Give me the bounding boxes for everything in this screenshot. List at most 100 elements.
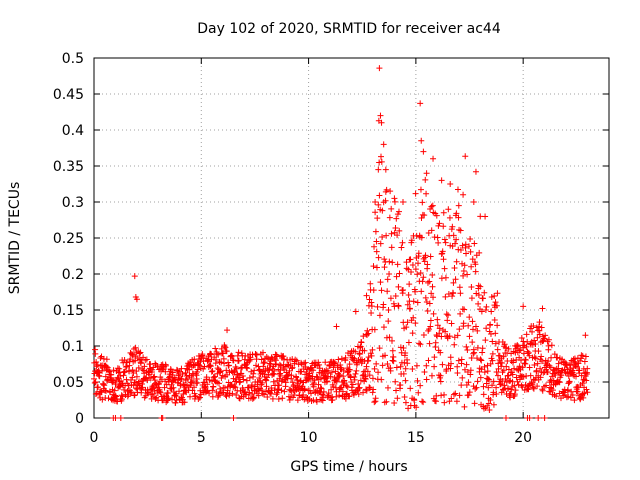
data-point [112, 393, 119, 400]
data-point [505, 345, 512, 352]
data-point [95, 384, 102, 391]
data-point [426, 300, 433, 307]
data-point [261, 391, 268, 398]
data-point [212, 345, 219, 352]
data-point [466, 333, 473, 340]
data-point [225, 362, 232, 369]
data-point [458, 382, 465, 389]
data-point [362, 386, 369, 393]
data-point [121, 386, 128, 393]
data-point [510, 357, 517, 364]
data-point [463, 361, 470, 368]
data-point [249, 391, 256, 398]
data-point [574, 388, 581, 395]
data-point [466, 314, 473, 321]
data-point [431, 354, 438, 361]
data-point [131, 273, 138, 280]
data-point [170, 384, 177, 391]
data-point [355, 381, 362, 388]
data-point [92, 378, 99, 385]
data-point [518, 382, 525, 389]
data-point [440, 223, 447, 230]
data-point [556, 379, 563, 386]
data-point [419, 199, 426, 206]
data-point [402, 365, 409, 372]
data-point [489, 350, 496, 357]
data-point [549, 387, 556, 394]
data-point [414, 377, 421, 384]
data-point [395, 302, 402, 309]
data-point [458, 356, 465, 363]
data-point [548, 354, 555, 361]
data-point [580, 376, 587, 383]
data-point [365, 330, 372, 337]
data-point [356, 384, 363, 391]
data-point [490, 378, 497, 385]
data-point [405, 405, 412, 412]
y-tick-label: 0.3 [62, 195, 84, 211]
data-point [526, 352, 533, 359]
data-point [316, 365, 323, 372]
data-point [179, 371, 186, 378]
data-point [467, 371, 474, 378]
data-point [373, 360, 380, 367]
data-point [470, 326, 477, 333]
data-point [182, 369, 189, 376]
data-point [327, 373, 334, 380]
data-point [417, 100, 424, 107]
data-point [472, 168, 479, 175]
data-point [217, 385, 224, 392]
data-point [339, 388, 346, 395]
data-point [418, 288, 425, 295]
data-point [579, 352, 586, 359]
data-point [393, 215, 400, 222]
data-point [150, 374, 157, 381]
data-point [522, 360, 529, 367]
y-tick-label: 0.15 [53, 303, 84, 319]
data-point [370, 263, 377, 270]
data-point [239, 373, 246, 380]
data-point [387, 367, 394, 374]
data-point [271, 367, 278, 374]
data-point [336, 392, 343, 399]
data-point [132, 353, 139, 360]
data-point [385, 318, 392, 325]
data-point [417, 186, 424, 193]
data-point [460, 191, 467, 198]
data-point [146, 371, 153, 378]
data-point [420, 331, 427, 338]
data-point [511, 382, 518, 389]
y-tick-label: 0.35 [53, 159, 84, 175]
x-tick-label: 0 [90, 430, 99, 446]
data-point [520, 303, 527, 310]
data-point [375, 166, 382, 173]
data-point [578, 352, 585, 359]
data-point [478, 357, 485, 364]
data-point [430, 294, 437, 301]
data-point [363, 363, 370, 370]
data-point [498, 363, 505, 370]
data-point [405, 339, 412, 346]
data-point [423, 299, 430, 306]
data-point [538, 353, 545, 360]
data-point [573, 373, 580, 380]
data-point [372, 199, 379, 205]
data-point [231, 383, 238, 390]
data-point [539, 387, 546, 394]
data-point [389, 347, 396, 354]
data-point [268, 390, 275, 397]
data-point [373, 264, 380, 271]
data-point [294, 397, 301, 404]
data-point [263, 377, 270, 384]
data-point [461, 306, 468, 313]
data-point [317, 375, 324, 382]
data-point [439, 361, 446, 368]
data-point [188, 374, 195, 381]
data-point [178, 375, 185, 382]
data-point [322, 359, 329, 366]
data-point [325, 370, 332, 377]
data-point [237, 378, 244, 385]
data-point [526, 415, 533, 421]
data-point [343, 382, 350, 389]
data-point [479, 295, 486, 302]
